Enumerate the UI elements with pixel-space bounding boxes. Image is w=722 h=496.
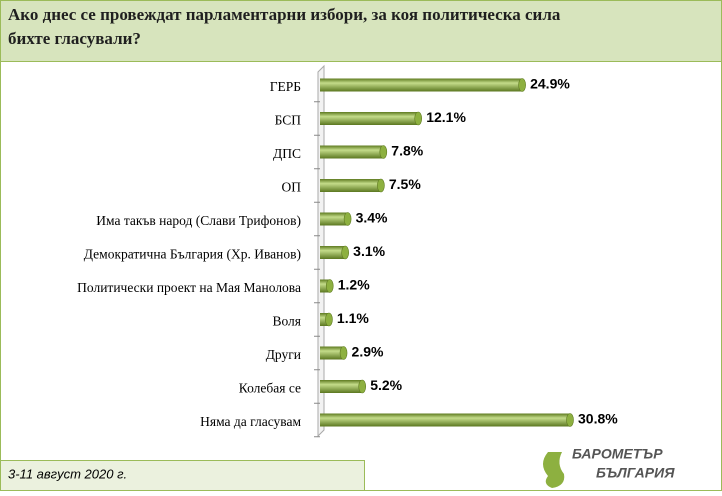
bar bbox=[320, 179, 381, 192]
value-label: 24.9% bbox=[530, 76, 570, 92]
bar bbox=[320, 313, 329, 326]
bar-cap bbox=[339, 346, 348, 360]
category-label: Воля bbox=[272, 314, 301, 329]
bar-cap bbox=[414, 111, 423, 126]
footnote: 3-11 август 2020 г. bbox=[8, 466, 127, 481]
value-label: 3.1% bbox=[353, 243, 385, 259]
bar-cap bbox=[518, 78, 526, 92]
bar-cap bbox=[343, 212, 352, 226]
chart-title: Ако днес се провеждат парламентарни избо… bbox=[8, 5, 561, 48]
bar bbox=[320, 413, 570, 427]
category-label: Колебая се bbox=[239, 381, 301, 396]
bar bbox=[320, 246, 346, 259]
category-label: БСП bbox=[275, 113, 302, 128]
category-label: Има такъв народ (Слави Трифонов) bbox=[96, 213, 301, 228]
title-line: бихте гласували? bbox=[8, 29, 141, 48]
bar-cap bbox=[377, 178, 385, 193]
logo: БАРОМЕТЪР БЪЛГАРИЯ bbox=[543, 446, 675, 488]
bar bbox=[320, 279, 330, 293]
value-label: 2.9% bbox=[352, 344, 384, 360]
logo-icon bbox=[543, 452, 565, 488]
value-label: 3.4% bbox=[356, 210, 388, 226]
category-label: ДПС bbox=[273, 146, 301, 161]
bar-cap bbox=[379, 145, 388, 159]
value-label: 7.8% bbox=[391, 143, 423, 159]
title-line: Ако днес се провеждат парламентарни избо… bbox=[8, 5, 561, 24]
bar-cap bbox=[325, 279, 334, 293]
logo-text: БЪЛГАРИЯ bbox=[596, 465, 675, 481]
category-label: Други bbox=[266, 347, 301, 362]
category-label: ГЕРБ bbox=[270, 79, 301, 94]
value-label: 12.1% bbox=[426, 109, 466, 125]
value-label: 7.5% bbox=[389, 176, 421, 192]
footer bbox=[0, 460, 365, 491]
bar bbox=[320, 145, 384, 159]
bar bbox=[320, 346, 344, 360]
bar-cap bbox=[566, 413, 574, 427]
logo-text: БАРОМЕТЪР bbox=[572, 446, 663, 462]
category-label: Политически проект на Мая Манолова bbox=[77, 280, 301, 295]
bar bbox=[320, 212, 348, 226]
value-label: 1.1% bbox=[337, 310, 369, 326]
value-label: 30.8% bbox=[578, 411, 618, 427]
bar-cap bbox=[325, 312, 333, 327]
header bbox=[0, 0, 722, 62]
bar bbox=[320, 112, 419, 125]
category-label: ОП bbox=[282, 180, 302, 195]
value-label: 1.2% bbox=[338, 277, 370, 293]
category-label: Демократична България (Хр. Иванов) bbox=[84, 247, 301, 262]
bar bbox=[320, 380, 363, 393]
category-label: Няма да гласувам bbox=[200, 414, 301, 429]
bar bbox=[320, 78, 523, 92]
bar-cap bbox=[341, 245, 349, 260]
value-label: 5.2% bbox=[370, 377, 402, 393]
bar-cap bbox=[358, 379, 367, 394]
